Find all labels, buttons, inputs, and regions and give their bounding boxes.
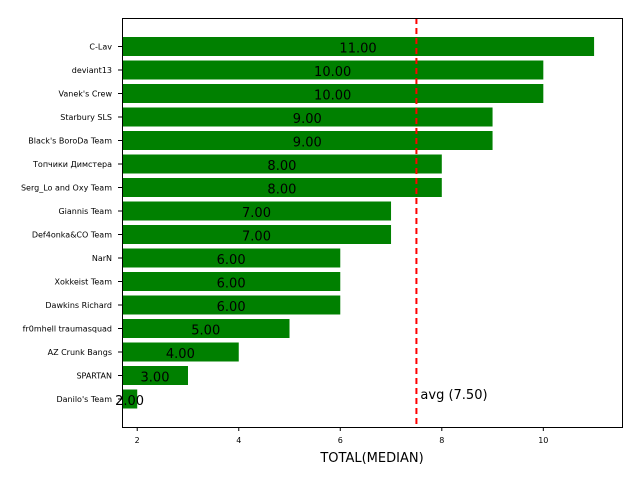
y-tick-label: NarN xyxy=(92,254,112,263)
bar xyxy=(122,107,493,127)
y-axis: C-Lav deviant13 Vanek's Crew Starbury SLS Bl… xyxy=(21,43,122,404)
bar-value-label: 5.00 xyxy=(191,324,220,339)
bar xyxy=(122,178,442,197)
y-tick-label: Giannis Team xyxy=(58,207,112,216)
bar-value-label: 9.00 xyxy=(293,112,322,127)
bar-value-label: 10.00 xyxy=(314,65,351,80)
bar xyxy=(122,84,544,103)
y-tick-label: C-Lav xyxy=(89,43,112,52)
value-labels-group: 11.00 10.00 10.00 9.00 9.00 8.00 8.00 7.00 7.00 6… xyxy=(115,42,377,410)
bar xyxy=(122,366,188,385)
x-tick-label: 8 xyxy=(439,436,444,445)
y-tick-label: deviant13 xyxy=(72,66,112,75)
bar-value-label: 8.00 xyxy=(267,159,296,174)
x-tick-label: 6 xyxy=(338,436,343,445)
bar xyxy=(122,60,544,80)
bar xyxy=(122,389,138,409)
y-tick-label: AZ Crunk Bangs xyxy=(48,348,112,357)
bar xyxy=(122,295,341,315)
bars-group xyxy=(122,37,595,409)
x-tick-label: 10 xyxy=(538,436,548,445)
x-tick-label: 4 xyxy=(236,436,241,445)
bar-value-label: 6.00 xyxy=(217,253,246,268)
bar-value-label: 7.00 xyxy=(242,230,271,245)
bar xyxy=(122,131,493,150)
bar-value-label: 8.00 xyxy=(267,183,296,198)
bar xyxy=(122,225,392,244)
bar xyxy=(122,272,341,291)
x-axis: 2 4 6 8 10 xyxy=(135,427,548,445)
y-tick-label: Xokkeist Team xyxy=(55,278,113,287)
bar-value-label: 9.00 xyxy=(293,136,322,151)
x-tick-label: 2 xyxy=(135,436,140,445)
bar xyxy=(122,154,442,174)
bar-value-label: 4.00 xyxy=(166,347,195,362)
y-tick-label: Vanek's Crew xyxy=(59,90,113,99)
plot-frame xyxy=(122,18,623,428)
bar xyxy=(122,37,595,56)
bar xyxy=(122,248,341,268)
bar-value-label: 11.00 xyxy=(339,42,376,57)
x-axis-label: TOTAL(MEDIAN) xyxy=(319,451,423,466)
average-line-group: avg (7.50) xyxy=(415,18,488,427)
bar xyxy=(122,342,239,362)
bar-value-label: 10.00 xyxy=(314,89,351,104)
bar-value-label: 3.00 xyxy=(141,371,170,386)
y-tick-label: Starbury SLS xyxy=(60,113,112,122)
bar xyxy=(122,319,290,338)
bar-value-label: 7.00 xyxy=(242,206,271,221)
y-tick-label: Danilo's Team xyxy=(56,395,112,404)
y-tick-label: Def4onka&CO Team xyxy=(32,231,112,240)
y-tick-label: fr0mhell traumasquad xyxy=(23,325,112,334)
y-tick-label: Dawkins Richard xyxy=(45,301,112,310)
bar-value-label: 6.00 xyxy=(217,277,246,292)
y-tick-label: Serg_Lo and Oxy Team xyxy=(21,184,112,193)
bar-value-label: 6.00 xyxy=(217,300,246,315)
y-tick-label: Black's BoroDa Team xyxy=(28,137,112,146)
y-tick-label: Топчики Димстера xyxy=(32,160,112,169)
bar-value-label: 2.00 xyxy=(115,394,144,409)
y-tick-label: SPARTAN xyxy=(76,372,112,381)
average-label: avg (7.50) xyxy=(420,388,487,403)
bar xyxy=(122,201,392,221)
